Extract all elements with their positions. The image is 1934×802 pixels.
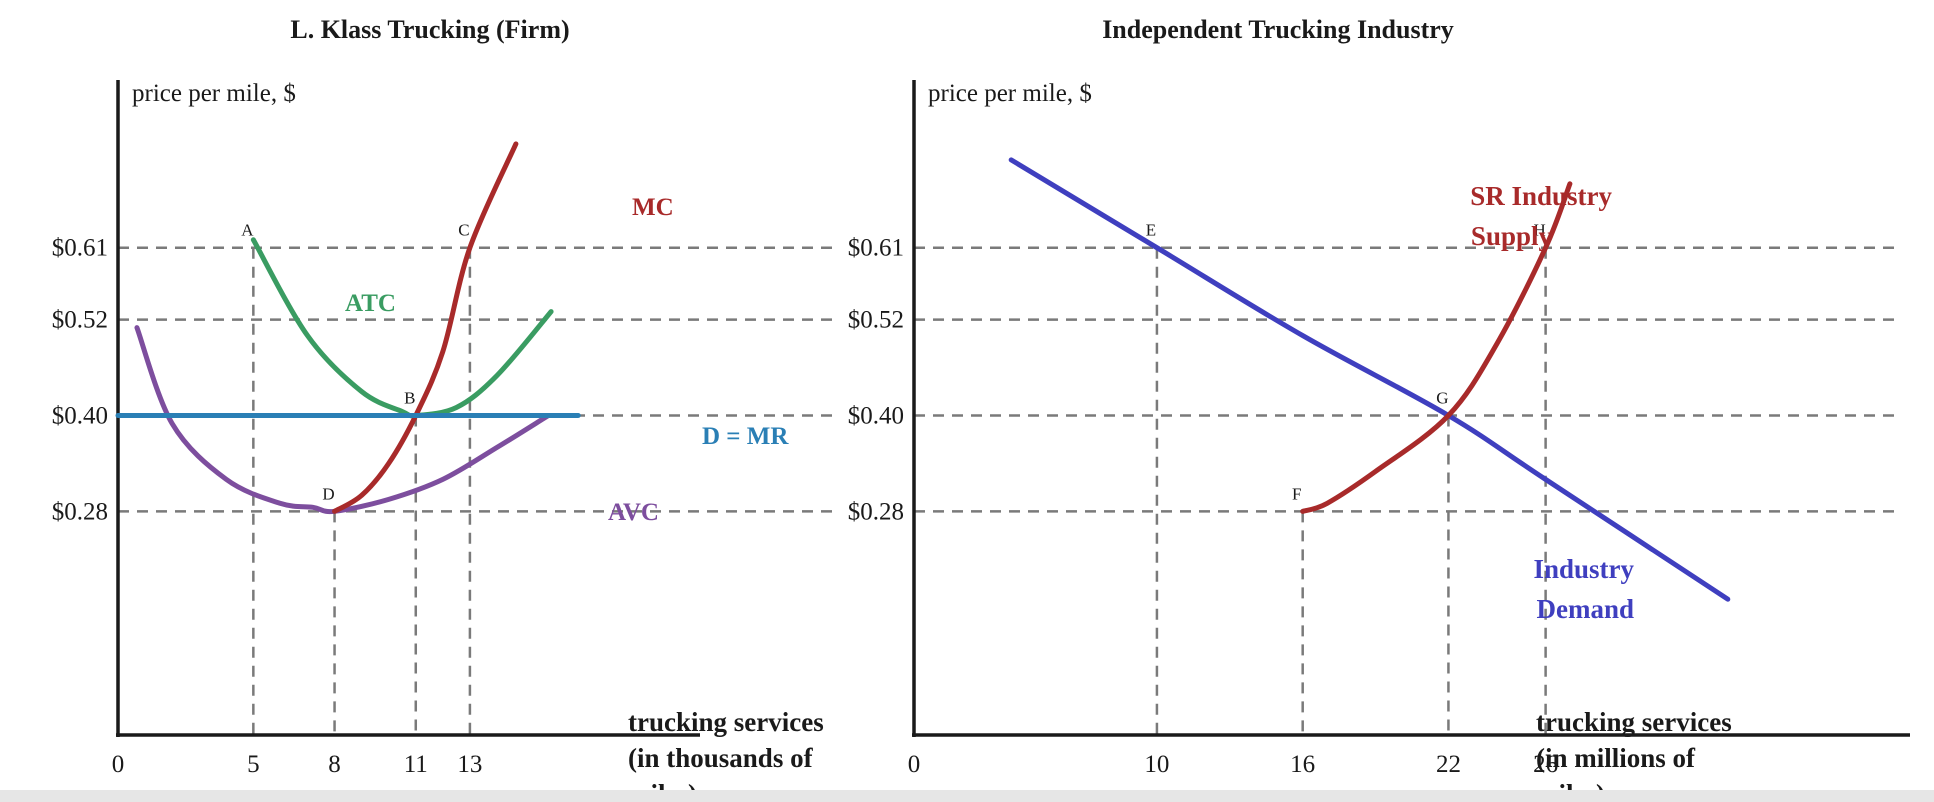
- firm-x-tick-label: 13: [457, 751, 482, 778]
- firm-x-axis-label-line-1: trucking services: [628, 707, 824, 737]
- industry-x-tick-label: 0: [908, 751, 921, 778]
- series-label-industry-demand: Industry Demand: [1533, 554, 1634, 624]
- firm-y-axis-label: price per mile, $: [132, 80, 296, 107]
- industry-series-sr-industry-supply: [1300, 181, 1573, 514]
- firm-y-tick-label: $0.40: [52, 402, 108, 429]
- firm-x-tick-label: 0: [112, 751, 125, 778]
- firm-series-atc: [250, 237, 554, 419]
- industry-y-tick-label: $0.28: [848, 498, 904, 525]
- series-label-mc: MC: [632, 194, 674, 221]
- industry-point-label: G: [1436, 388, 1448, 407]
- industry-x-tick-label: 10: [1144, 751, 1169, 778]
- industry-y-tick-label: $0.40: [848, 402, 904, 429]
- industry-point-label: F: [1292, 484, 1301, 503]
- series-label-d-mr: D = MR: [702, 423, 789, 450]
- industry-x-tick-label: 26: [1533, 751, 1558, 778]
- firm-x-tick-label: 5: [247, 751, 260, 778]
- industry-y-axis-label: price per mile, $: [928, 80, 1092, 107]
- industry-chart: Independent Trucking Industry price per …: [848, 15, 1910, 802]
- industry-x-tick-label: 16: [1290, 751, 1315, 778]
- series-label-sr-industry-supply: SR Industry Supply: [1470, 181, 1612, 251]
- industry-x-axis-label-line-1: trucking services: [1536, 707, 1732, 737]
- industry-y-tick-label: $0.61: [848, 235, 904, 262]
- firm-x-tick-label: 11: [404, 751, 428, 778]
- series-label-avc: AVC: [608, 499, 659, 526]
- firm-series-avc: [134, 325, 551, 515]
- firm-point-label: A: [241, 221, 254, 240]
- firm-series-mc: [332, 141, 519, 514]
- industry-chart-title: Independent Trucking Industry: [1102, 15, 1454, 44]
- firm-chart-title: L. Klass Trucking (Firm): [290, 15, 569, 44]
- firm-x-axis-label-line-2: (in thousands of: [628, 743, 814, 773]
- firm-point-label: B: [404, 388, 415, 407]
- firm-y-tick-label: $0.52: [52, 307, 108, 334]
- firm-y-tick-label: $0.28: [52, 498, 108, 525]
- industry-x-axis-label-line-2: (in millions of: [1536, 743, 1696, 773]
- industry-y-tick-label: $0.52: [848, 307, 904, 334]
- industry-point-label: E: [1146, 221, 1156, 240]
- firm-y-tick-label: $0.61: [52, 235, 108, 262]
- firm-chart: L. Klass Trucking (Firm) price per mile,…: [52, 15, 832, 802]
- firm-point-label: C: [458, 221, 469, 240]
- firm-x-tick-label: 8: [328, 751, 341, 778]
- industry-series-industry-demand: [1008, 157, 1731, 602]
- industry-x-tick-label: 22: [1436, 751, 1461, 778]
- series-label-atc: ATC: [345, 290, 396, 317]
- bottom-strip: [0, 790, 1934, 802]
- firm-point-label: D: [322, 484, 334, 503]
- industry-point-label: H: [1533, 221, 1545, 240]
